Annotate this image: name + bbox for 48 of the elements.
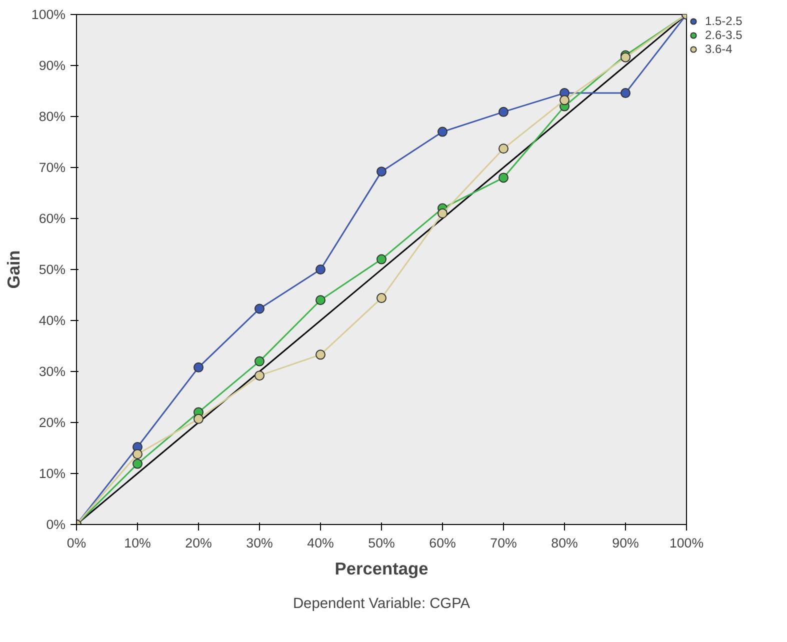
x-axis-title: Percentage (334, 558, 429, 578)
point (438, 126, 448, 137)
point (376, 166, 386, 177)
point (194, 414, 204, 424)
x-tick-label: 30% (246, 536, 273, 550)
point (316, 350, 326, 360)
legend-label: 2.6-3.5 (705, 28, 742, 42)
point (316, 295, 326, 306)
y-axis-title: Gain (3, 250, 24, 289)
point (254, 370, 264, 381)
x-tick-label: 10% (124, 536, 151, 550)
point (498, 144, 508, 154)
point (376, 254, 386, 264)
y-tick-label: 70% (38, 160, 66, 175)
y-tick-label: 20% (38, 415, 66, 430)
point (254, 356, 264, 366)
x-tick-label: 80% (551, 536, 578, 550)
x-tick-label: 20% (185, 536, 212, 550)
legend-label: 3.6-4 (705, 42, 732, 56)
y-tick-label: 60% (38, 211, 66, 226)
legend-label: 1.5-2.5 (705, 14, 742, 28)
point (132, 449, 142, 460)
x-tick-label: 90% (612, 536, 639, 550)
point (254, 304, 264, 314)
y-tick-label: 50% (38, 262, 66, 277)
x-tick-label: 50% (368, 536, 395, 550)
x-tick-label: 0% (66, 536, 86, 550)
y-tick-label: 30% (38, 364, 66, 379)
point (620, 88, 630, 98)
x-tick-label: 70% (490, 536, 517, 550)
point (560, 95, 570, 106)
y-tick-label: 90% (38, 58, 66, 73)
point (498, 106, 508, 117)
y-tick-label: 40% (38, 313, 66, 328)
y-tick-label: 100% (31, 7, 66, 22)
point (316, 264, 326, 274)
x-tick-label: 60% (429, 536, 456, 550)
point (376, 293, 386, 304)
point (438, 208, 448, 218)
point (498, 172, 508, 183)
y-tick-label: 10% (38, 466, 66, 481)
y-tick-label: 80% (38, 109, 66, 124)
y-tick-label: 0% (46, 517, 66, 532)
text: Dependent Variable: CGPA (292, 596, 470, 612)
point (132, 458, 142, 469)
x-tick-label: 40% (307, 536, 334, 550)
x-tick-label: 100% (669, 536, 704, 550)
point (194, 362, 204, 372)
